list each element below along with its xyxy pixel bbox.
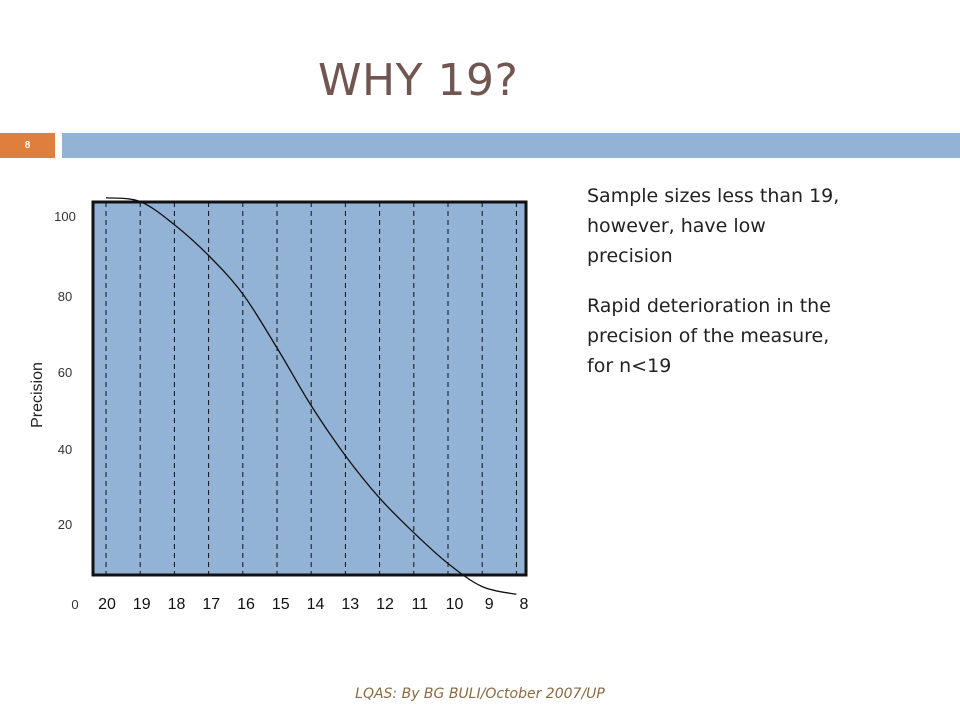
notes-panel: Sample sizes less than 19, however, have… [587,181,847,401]
slide-number-badge [0,133,55,158]
y-tick-label: 40 [58,442,72,457]
x-tick-label: 11 [411,596,428,613]
x-tick-label: 17 [202,596,220,613]
x-tick-label: 12 [376,596,394,613]
x-tick-label: 18 [168,596,186,613]
header-bar [62,133,960,158]
x-tick-label: 10 [446,596,464,613]
grid-lines [105,202,517,575]
x-tick-label: 9 [485,596,494,613]
y-tick-label: 100 [54,209,76,224]
y-tick-label: 60 [58,365,72,380]
zero-tick-label: 0 [71,597,78,612]
x-axis-ticks: 20 19 18 17 16 15 14 13 12 11 10 9 8 [98,596,528,613]
note-deterioration: Rapid deterioration in the precision of … [587,295,831,377]
slide-title: WHY 19? [318,55,519,106]
precision-curve [105,197,517,595]
note-low-precision: Sample sizes less than 19, however, have… [587,185,840,267]
x-tick-label: 19 [133,596,151,613]
y-axis-label: Precision [29,362,46,428]
y-axis-ticks: 100 80 60 40 20 [54,209,76,532]
slide-number: 8 [24,140,31,151]
slide-footer: LQAS: By BG BULI/October 2007/UP [355,686,605,702]
x-tick-label: 16 [237,596,255,613]
y-tick-label: 20 [58,517,72,532]
x-tick-label: 15 [272,596,290,613]
x-tick-label: 13 [341,596,359,613]
x-tick-label: 20 [98,596,116,613]
x-tick-label: 8 [520,596,529,613]
x-tick-label: 14 [307,596,325,613]
y-tick-label: 80 [58,289,72,304]
plot-area [91,200,528,577]
